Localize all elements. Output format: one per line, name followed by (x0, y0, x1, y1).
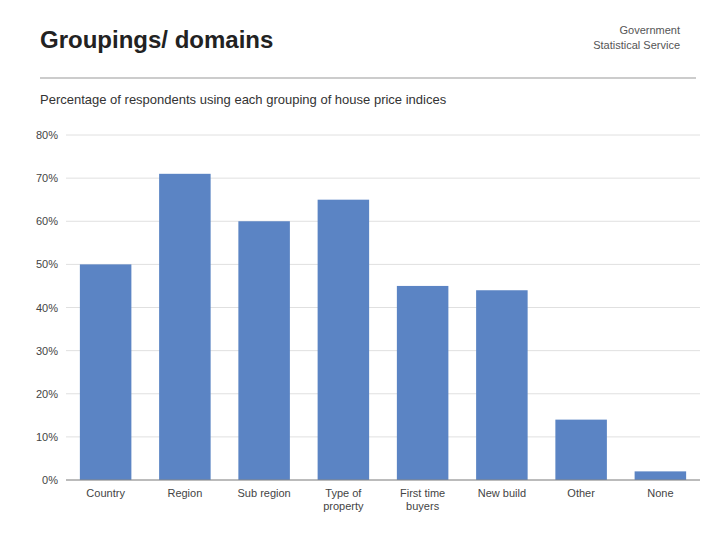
x-tick-label: Sub region (238, 487, 291, 499)
y-tick-label: 30% (36, 345, 58, 357)
y-tick-label: 70% (36, 172, 58, 184)
y-tick-label: 60% (36, 215, 58, 227)
bar (238, 221, 290, 480)
x-tick-label: Country (86, 487, 125, 499)
page: {"chart_data": {"type": "bar", "title": … (0, 0, 720, 540)
x-tick-label: None (647, 487, 673, 499)
y-tick-label: 20% (36, 388, 58, 400)
y-tick-label: 50% (36, 258, 58, 270)
x-tick-label-line: Type of (325, 487, 362, 499)
bar (555, 420, 607, 480)
y-tick-label: 0% (42, 474, 58, 486)
bar (397, 286, 449, 480)
y-tick-label: 40% (36, 302, 58, 314)
subtitle: Percentage of respondents using each gro… (40, 92, 447, 107)
bar (476, 290, 528, 480)
chart: Groupings/ domains Government Statistical … (0, 0, 720, 540)
x-tick-label-line: buyers (406, 500, 440, 512)
y-tick-label: 80% (36, 129, 58, 141)
annotation: Statistical Service (593, 39, 680, 51)
x-axis-line (66, 480, 700, 481)
title: Groupings/ domains (40, 26, 273, 53)
annotation: Government (619, 24, 680, 36)
bar (159, 174, 211, 480)
x-tick-label: Region (167, 487, 202, 499)
x-tick-label-line: property (323, 500, 364, 512)
x-tick-label-line: First time (400, 487, 445, 499)
bar (80, 264, 132, 480)
grid-line (66, 480, 700, 481)
grid-line (66, 135, 700, 136)
grid (66, 135, 700, 480)
bar (635, 471, 687, 480)
x-tick-label: Type ofproperty (323, 487, 364, 512)
x-tick-label: Other (567, 487, 595, 499)
x-tick-label: New build (478, 487, 526, 499)
bars (80, 174, 686, 480)
bar (318, 200, 370, 480)
separator (40, 78, 696, 79)
y-tick-label: 10% (36, 431, 58, 443)
x-tick-label: First timebuyers (400, 487, 445, 512)
